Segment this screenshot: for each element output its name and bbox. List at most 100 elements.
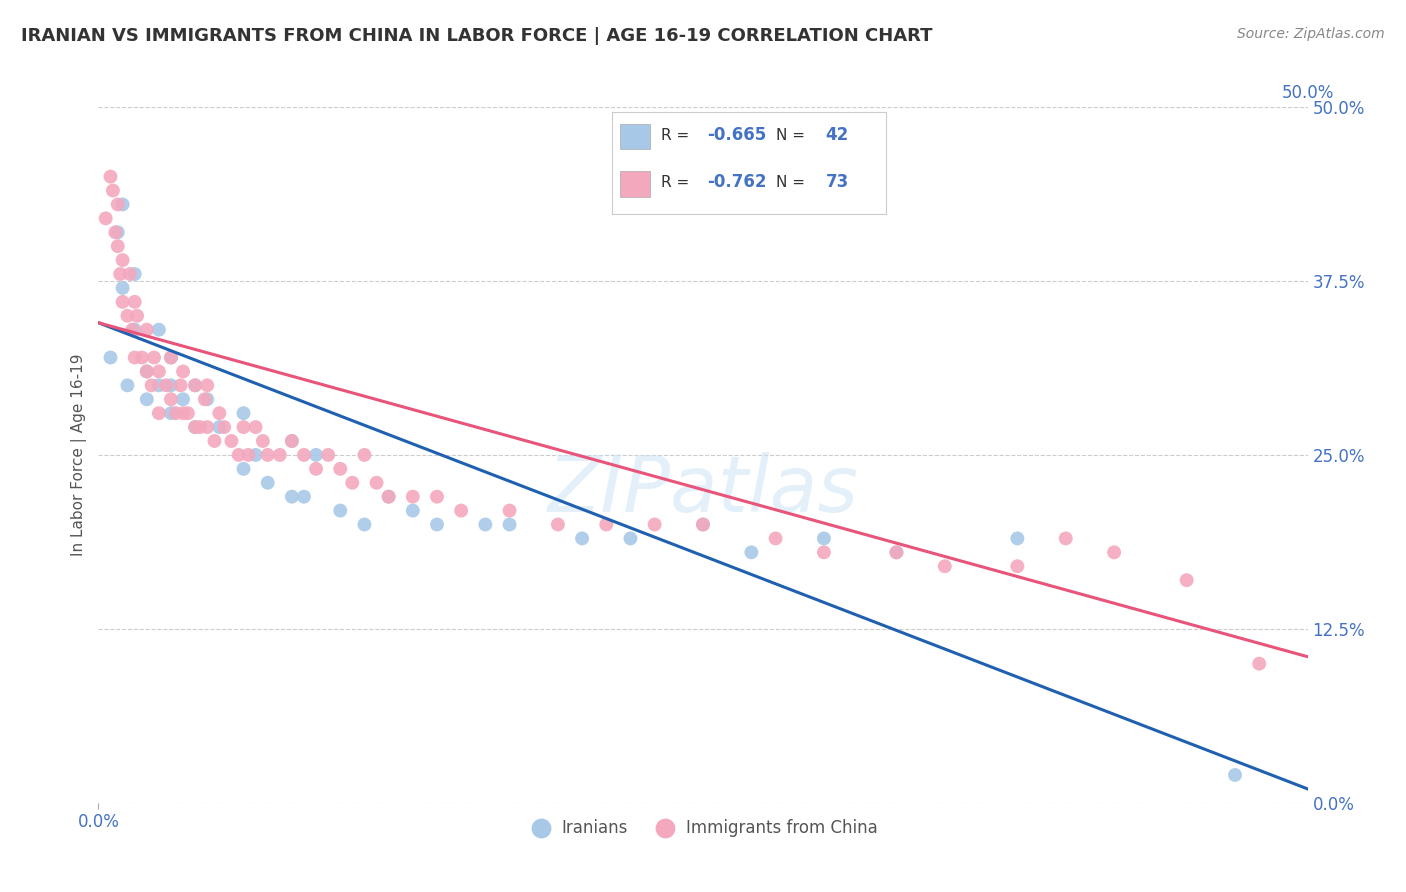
Point xyxy=(121,323,143,337)
Text: ZIPatlas: ZIPatlas xyxy=(547,451,859,528)
Point xyxy=(886,545,908,559)
Point xyxy=(450,503,472,517)
Point xyxy=(160,351,183,365)
Point xyxy=(498,503,520,517)
Point xyxy=(377,490,399,504)
Point xyxy=(195,392,218,407)
Point xyxy=(377,490,399,504)
Point xyxy=(498,517,520,532)
Point xyxy=(160,406,183,420)
Point xyxy=(107,225,129,239)
Point xyxy=(124,294,146,309)
Text: N =: N = xyxy=(776,175,810,190)
Point xyxy=(813,532,835,546)
FancyBboxPatch shape xyxy=(620,171,650,196)
Point xyxy=(305,462,328,476)
Point xyxy=(238,448,260,462)
Point xyxy=(619,532,641,546)
Point xyxy=(474,517,496,532)
Point xyxy=(1175,573,1198,587)
Point xyxy=(1007,559,1029,574)
Point xyxy=(232,420,254,434)
Point xyxy=(148,364,170,378)
Point xyxy=(111,197,134,211)
Point xyxy=(94,211,117,226)
Point xyxy=(281,434,304,448)
Text: 73: 73 xyxy=(825,173,849,191)
Text: -0.665: -0.665 xyxy=(707,126,766,145)
Point xyxy=(232,406,254,420)
Point xyxy=(402,490,425,504)
Point xyxy=(353,448,375,462)
Point xyxy=(148,406,170,420)
Point xyxy=(292,448,315,462)
Point xyxy=(141,378,163,392)
Point xyxy=(131,351,153,365)
Point xyxy=(305,448,328,462)
Point xyxy=(111,281,134,295)
Point xyxy=(148,323,170,337)
Point xyxy=(165,406,187,420)
Text: N =: N = xyxy=(776,128,810,143)
Point xyxy=(143,351,166,365)
Point xyxy=(195,378,218,392)
Point xyxy=(135,364,157,378)
Text: 42: 42 xyxy=(825,126,849,145)
Point xyxy=(184,420,207,434)
Point xyxy=(402,503,425,517)
Point xyxy=(184,378,207,392)
Point xyxy=(107,197,129,211)
Point xyxy=(117,309,139,323)
Point xyxy=(256,448,278,462)
Point xyxy=(934,559,956,574)
Point xyxy=(169,378,191,392)
Point xyxy=(228,448,250,462)
Point xyxy=(292,490,315,504)
Point xyxy=(184,420,207,434)
Point xyxy=(281,490,304,504)
Point xyxy=(100,351,122,365)
Point xyxy=(104,225,127,239)
Point xyxy=(160,392,183,407)
Point xyxy=(124,323,146,337)
Point xyxy=(252,434,274,448)
Point xyxy=(256,475,278,490)
Point xyxy=(172,406,194,420)
Point xyxy=(886,545,908,559)
Text: R =: R = xyxy=(661,175,695,190)
Point xyxy=(1007,532,1029,546)
Point xyxy=(329,503,352,517)
Point xyxy=(245,448,267,462)
Point xyxy=(813,545,835,559)
FancyBboxPatch shape xyxy=(620,124,650,150)
Point xyxy=(765,532,787,546)
Point xyxy=(148,378,170,392)
Point xyxy=(124,267,146,281)
Point xyxy=(135,364,157,378)
Point xyxy=(111,294,134,309)
Text: -0.762: -0.762 xyxy=(707,173,768,191)
Point xyxy=(245,420,267,434)
Y-axis label: In Labor Force | Age 16-19: In Labor Force | Age 16-19 xyxy=(72,353,87,557)
Point xyxy=(366,475,388,490)
Point xyxy=(1054,532,1077,546)
Point xyxy=(135,323,157,337)
Point xyxy=(595,517,617,532)
Point xyxy=(692,517,714,532)
Point xyxy=(269,448,291,462)
Point xyxy=(118,267,141,281)
Text: IRANIAN VS IMMIGRANTS FROM CHINA IN LABOR FORCE | AGE 16-19 CORRELATION CHART: IRANIAN VS IMMIGRANTS FROM CHINA IN LABO… xyxy=(21,27,932,45)
Legend: Iranians, Immigrants from China: Iranians, Immigrants from China xyxy=(522,812,884,843)
Point xyxy=(221,434,243,448)
Point xyxy=(208,420,231,434)
Point xyxy=(188,420,211,434)
Point xyxy=(107,239,129,253)
Point xyxy=(195,420,218,434)
Point xyxy=(111,253,134,268)
Point xyxy=(232,462,254,476)
Point xyxy=(172,392,194,407)
Point xyxy=(426,517,449,532)
Point xyxy=(644,517,666,532)
Point xyxy=(101,184,124,198)
Point xyxy=(194,392,217,407)
